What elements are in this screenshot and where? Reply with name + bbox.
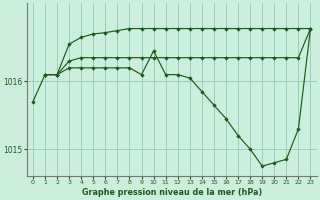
X-axis label: Graphe pression niveau de la mer (hPa): Graphe pression niveau de la mer (hPa) xyxy=(82,188,262,197)
